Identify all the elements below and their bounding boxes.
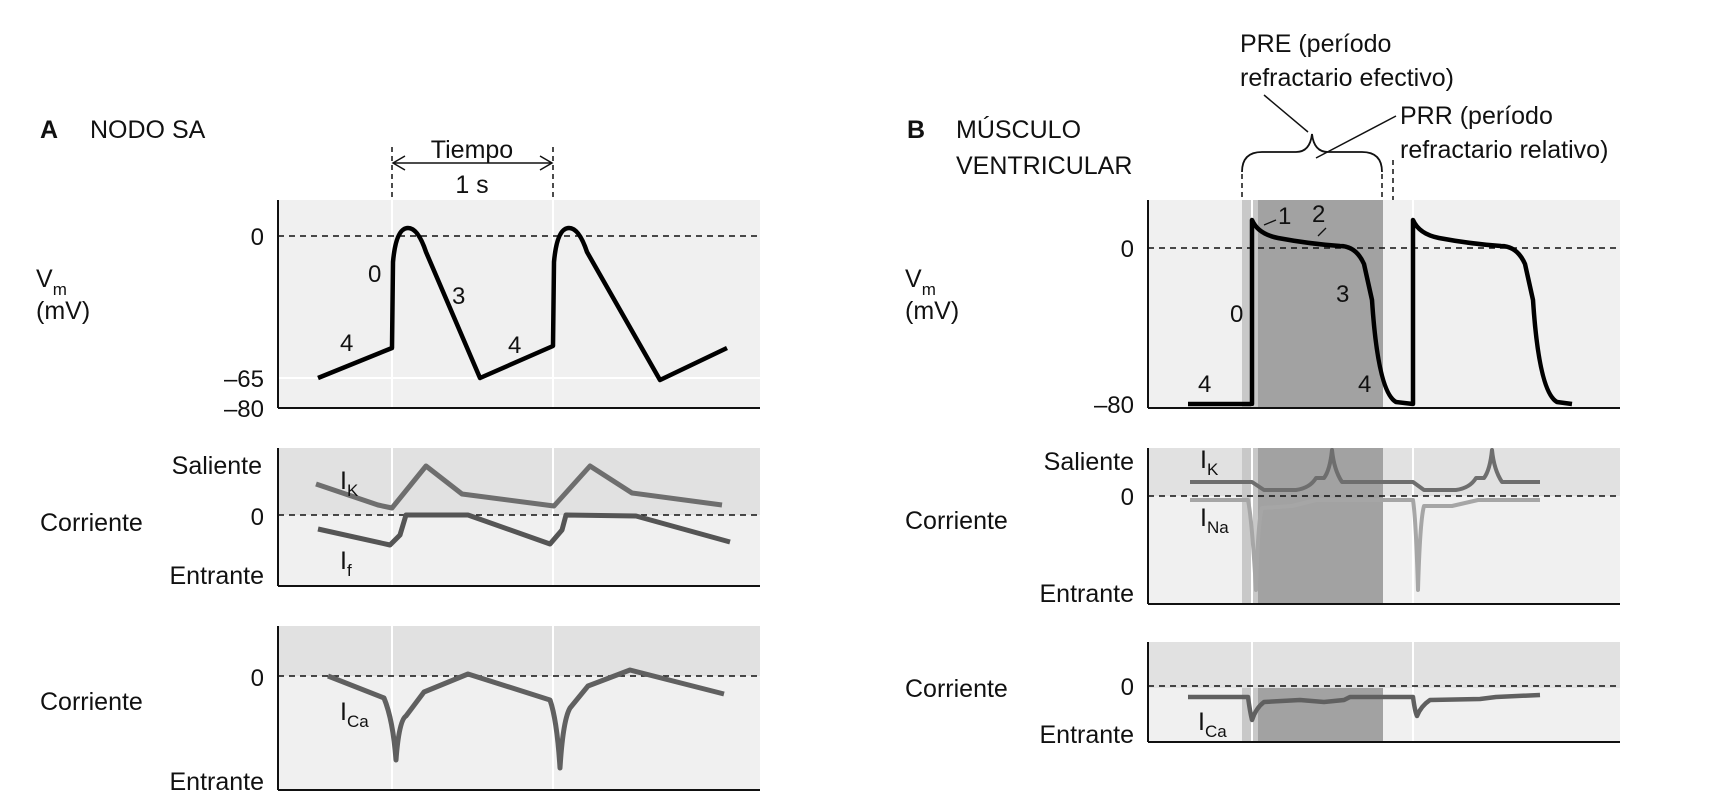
time-scale-label: Tiempo — [431, 136, 513, 164]
panel-b-letter: B — [907, 116, 925, 144]
ventricular-ica-trace — [1188, 692, 1541, 723]
ventricular-phase-2: 2 — [1312, 201, 1325, 228]
sa-ik-trace — [315, 463, 723, 511]
ventricular-calcium-plot: Corriente 0 Entrante ICa — [905, 642, 1620, 749]
sa-if-trace — [317, 512, 731, 548]
ventricular-currents-plot: Saliente 0 Corriente Entrante IK INa — [905, 446, 1620, 608]
ventricular-calcium-inward-label: Entrante — [1039, 721, 1134, 749]
ventricular-tick-0: 0 — [1121, 236, 1134, 263]
sa-tick-minus65: –65 — [224, 366, 264, 393]
sa-calcium-band — [278, 626, 760, 676]
sa-vm-unit: (mV) — [36, 297, 90, 325]
sa-tick-minus80: –80 — [224, 396, 264, 423]
ventricular-outward-band — [1148, 448, 1620, 496]
sa-ik-label: IK — [340, 467, 359, 500]
sa-ica-trace — [327, 667, 725, 771]
time-scale-bracket: Tiempo 1 s — [391, 136, 554, 199]
sa-tick-0: 0 — [251, 224, 264, 251]
ventricular-phase-4-second: 4 — [1358, 371, 1371, 398]
rrp-label-line1: PRR (período — [1400, 102, 1553, 130]
sa-phase-4-second: 4 — [508, 332, 521, 359]
ventricular-vm-label: Vm — [905, 265, 936, 299]
sa-action-potential-trace — [317, 225, 728, 383]
ventricular-tick-minus80: –80 — [1094, 392, 1134, 419]
sa-calcium-axis-label: Corriente — [40, 688, 143, 716]
sa-currents-tick-0: 0 — [251, 504, 264, 531]
ventricular-vm-plot: Vm (mV) 0 –80 1 2 0 3 4 4 — [905, 200, 1620, 419]
time-scale-value: 1 s — [455, 171, 488, 199]
ventricular-ina-trace — [1190, 498, 1540, 592]
ere-label-line1: PRE (período — [1240, 30, 1391, 58]
sa-phase-0: 0 — [368, 261, 381, 288]
ventricular-currents-tick-0: 0 — [1121, 484, 1134, 511]
sa-vm-label: Vm — [36, 265, 67, 299]
sa-outward-label: Saliente — [172, 452, 262, 480]
panel-a-letter: A — [40, 116, 58, 144]
ventricular-calcium-band — [1148, 642, 1620, 688]
ere-brace — [1241, 133, 1383, 173]
sa-ica-label: ICa — [340, 698, 369, 731]
ventricular-inward-label: Entrante — [1039, 580, 1134, 608]
ventricular-outward-label: Saliente — [1044, 448, 1134, 476]
ventricular-phase-4-first: 4 — [1198, 371, 1211, 398]
ventricular-phase-1: 1 — [1278, 203, 1291, 230]
sa-currents-plot: Saliente Corriente 0 Entrante IK If — [40, 448, 760, 590]
ventricular-phase-0: 0 — [1230, 301, 1243, 328]
sa-if-label: If — [340, 547, 352, 580]
rrp-leader — [1315, 115, 1397, 159]
ere-band-vm — [1258, 200, 1383, 408]
ventricular-ik-trace — [1190, 448, 1540, 492]
ere-band-currents — [1258, 448, 1383, 604]
sa-vm-plot-bg — [278, 200, 760, 408]
panel-b-title-line1: MÚSCULO — [956, 115, 1081, 144]
refractory-annotations: PRE (período refractario efectivo) PRR (… — [1240, 30, 1608, 200]
ventricular-ik-label: IK — [1200, 446, 1219, 479]
sa-calcium-plot: Corriente 0 Entrante ICa — [40, 626, 760, 796]
ventricular-vm-unit: (mV) — [905, 297, 959, 325]
sa-calcium-inward-label: Entrante — [169, 768, 264, 796]
panel-a: A NODO SA Tiempo 1 s Vm (mV) — [36, 116, 760, 796]
ventricular-calcium-tick-0: 0 — [1121, 674, 1134, 701]
sa-phase-4-first: 4 — [340, 330, 353, 357]
ere-label-line2: refractario efectivo) — [1240, 64, 1454, 92]
sa-inward-label: Entrante — [169, 562, 264, 590]
sa-phase-3: 3 — [452, 283, 465, 310]
ventricular-ica-label: ICa — [1198, 708, 1227, 741]
ventricular-ina-label: INa — [1200, 504, 1229, 537]
ventricular-phase-3: 3 — [1336, 281, 1349, 308]
panel-a-title: NODO SA — [90, 116, 206, 144]
ventricular-current-axis-label: Corriente — [905, 507, 1008, 535]
panel-b: B MÚSCULO VENTRICULAR PRE (período refra… — [905, 30, 1620, 749]
sa-current-axis-label: Corriente — [40, 509, 143, 537]
sa-calcium-tick-0: 0 — [251, 665, 264, 692]
sa-vm-plot: Vm (mV) 0 –65 –80 4 0 3 4 — [36, 200, 760, 423]
panel-b-title-line2: VENTRICULAR — [956, 152, 1132, 180]
ventricular-action-potential-trace — [1188, 217, 1573, 407]
ventricular-calcium-axis-label: Corriente — [905, 675, 1008, 703]
ere-leader — [1263, 94, 1309, 133]
rrp-label-line2: refractario relativo) — [1400, 136, 1608, 164]
